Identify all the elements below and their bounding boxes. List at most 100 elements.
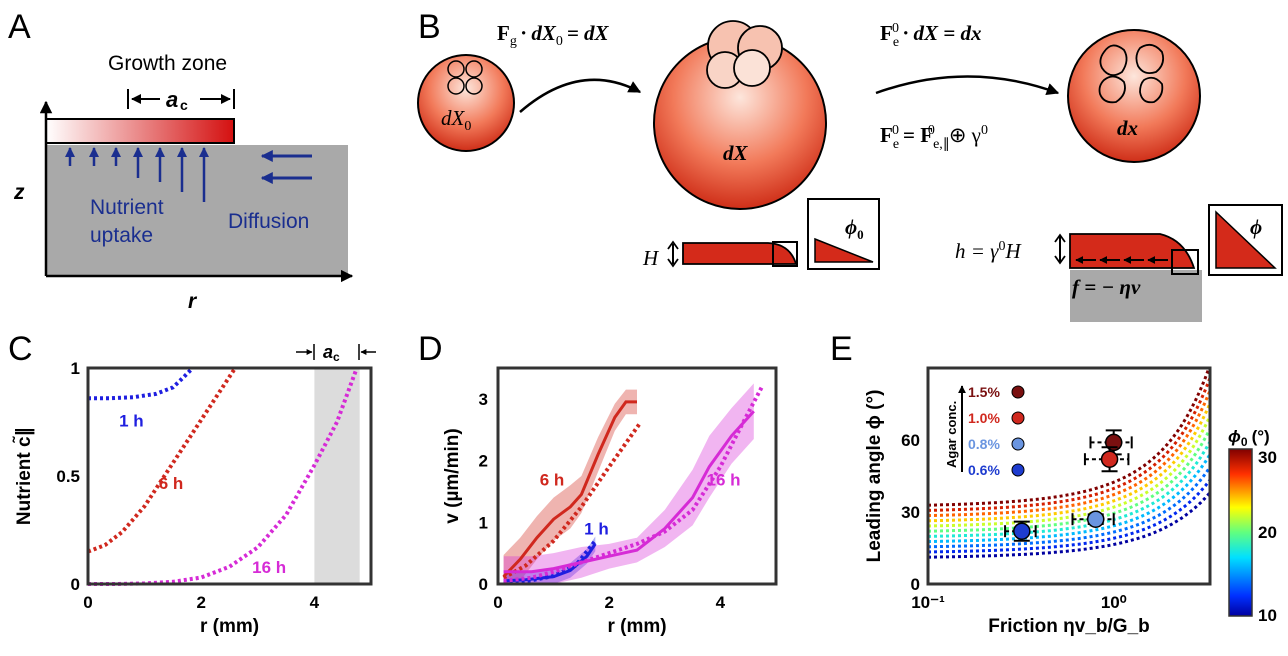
band-6-h — [503, 389, 637, 584]
legend-marker — [1011, 411, 1025, 425]
legend-label: 0.6% — [968, 462, 1000, 478]
y-tick: 1 — [479, 513, 488, 532]
x-tick: 4 — [310, 593, 320, 612]
H-label: H — [642, 246, 660, 270]
panel-e: E 10⁻¹ 10⁰ 0 30 60 Friction ηv_b/G_b Leading a… — [830, 330, 1277, 637]
series-label: 6 h — [159, 474, 184, 493]
x-tick: 0 — [83, 593, 92, 612]
data-point-1 — [1083, 446, 1130, 473]
initial-colony — [417, 54, 515, 152]
eq-growth: Fg · dX0 = dX — [497, 21, 610, 49]
y-tick: 2 — [479, 452, 488, 471]
panel-label-e: E — [830, 330, 853, 368]
y-axis-label: Nutrient c̃∥ — [12, 427, 35, 525]
legend-marker — [1011, 463, 1025, 477]
chart-d-frame — [496, 366, 778, 586]
x-tick: 10⁰ — [1101, 593, 1127, 612]
series-1-h — [88, 366, 195, 401]
panel-label-a: A — [8, 8, 31, 46]
ac-dimension: a c — [127, 87, 235, 113]
y-tick: 0 — [911, 575, 920, 594]
panel-d: D 0 2 4 0 1 2 3 r (mm) v (µm/min) 6 h 1 h 16 h — [418, 330, 778, 637]
phi0-label: ϕ0 — [845, 215, 864, 242]
nutrient-label-1: Nutrient — [90, 196, 164, 219]
dX-label: dX — [723, 141, 749, 165]
panel-c: C 0 2 4 0 0.5 1 r (mm) Nutrient c̃∥ 1 h 6 h 16 h a… — [8, 330, 376, 637]
angle-wedge-1 — [814, 237, 874, 263]
y-axis-label: v (µm/min) — [442, 428, 463, 523]
chart-e-frame — [926, 366, 1212, 586]
agar-title: Agar conc. — [944, 401, 959, 468]
agar-substrate — [1070, 270, 1202, 322]
z-axis-label: z — [13, 181, 25, 204]
transform-arrow-1 — [519, 78, 642, 113]
x-axis-label: r (mm) — [200, 616, 259, 637]
y-tick: 60 — [901, 431, 920, 450]
colorbar-gradient — [1228, 448, 1253, 617]
phi-label: ϕ — [1250, 215, 1262, 239]
chart-c-frame — [86, 366, 373, 586]
x-tick: 2 — [196, 593, 205, 612]
legend-marker — [1011, 437, 1025, 451]
panel-b: B dX0 dX dx Fg · dX0 = dX — [417, 8, 1283, 322]
grown-cells — [706, 20, 783, 89]
scatter-marker — [1013, 522, 1031, 540]
colorbar: ϕ0 (°) 30 20 10 — [1228, 427, 1277, 625]
y-tick: 30 — [901, 503, 920, 522]
series-6-h-model — [502, 422, 642, 580]
y-tick: 0 — [71, 575, 80, 594]
r-axis-label: r — [188, 290, 198, 313]
y-tick: 1 — [71, 359, 80, 378]
angle-wedge-2 — [1215, 210, 1277, 269]
x-tick: 10⁻¹ — [911, 593, 945, 612]
deformed-colony — [1067, 29, 1201, 163]
zoom-box-2 — [1171, 249, 1199, 275]
colorbar-tick-10: 10 — [1258, 606, 1277, 625]
series-label: 16 h — [707, 470, 741, 489]
dx-label: dx — [1117, 116, 1138, 140]
x-tick: 0 — [493, 593, 502, 612]
data-point-3 — [1004, 520, 1037, 542]
scatter-marker — [1100, 450, 1119, 468]
model-curve — [928, 428, 1210, 533]
zoom-box-1 — [772, 241, 798, 267]
band-16-h — [503, 383, 754, 584]
initial-cells — [447, 60, 483, 95]
chart-d: 0 2 4 0 1 2 3 r (mm) v (µm/min) 6 h 1 h 16 h — [442, 366, 778, 637]
growth-zone-bar — [45, 118, 235, 144]
x-tick: 4 — [716, 593, 726, 612]
legend-label: 1.5% — [968, 384, 1000, 400]
x-axis-label: Friction ηv_b/G_b — [988, 616, 1150, 637]
eq-elastic: Fe0 · dX = dx — [880, 21, 982, 50]
panel-label-b: B — [418, 8, 441, 46]
series-6-h — [87, 366, 237, 554]
series-6-h — [502, 400, 637, 578]
y-tick: 0.5 — [56, 467, 80, 486]
scatter-marker — [1086, 510, 1105, 528]
model-curve — [928, 440, 1210, 538]
dX0-label: dX0 — [441, 106, 471, 134]
series-label: 1 h — [584, 520, 609, 539]
deformed-cells — [1098, 43, 1165, 104]
substrate — [46, 145, 348, 275]
colorbar-tick-30: 30 — [1258, 448, 1277, 467]
model-curve — [928, 377, 1210, 512]
panel-label-d: D — [418, 330, 443, 368]
uptake-arrows — [65, 147, 209, 202]
transform-arrow-2 — [875, 75, 1060, 95]
series-label: 6 h — [540, 470, 565, 489]
series-1-h-model — [503, 539, 597, 585]
model-curve — [928, 368, 1210, 507]
growth-zone-shading — [314, 368, 360, 584]
y-axis-label: Leading angle ϕ (°) — [864, 390, 885, 563]
eq-decomposition: Fe0 = Fe,∥0 ⊕ γ0 — [880, 123, 988, 152]
ac-label: a — [166, 87, 178, 112]
nutrient-label-2: uptake — [90, 224, 153, 247]
colorbar-tick-20: 20 — [1258, 523, 1277, 542]
series-label: 16 h — [252, 558, 286, 577]
y-tick: 3 — [479, 390, 488, 409]
x-axis-label: r (mm) — [607, 616, 666, 637]
series-16-h — [88, 367, 359, 586]
legend-label: 0.8% — [968, 436, 1000, 452]
